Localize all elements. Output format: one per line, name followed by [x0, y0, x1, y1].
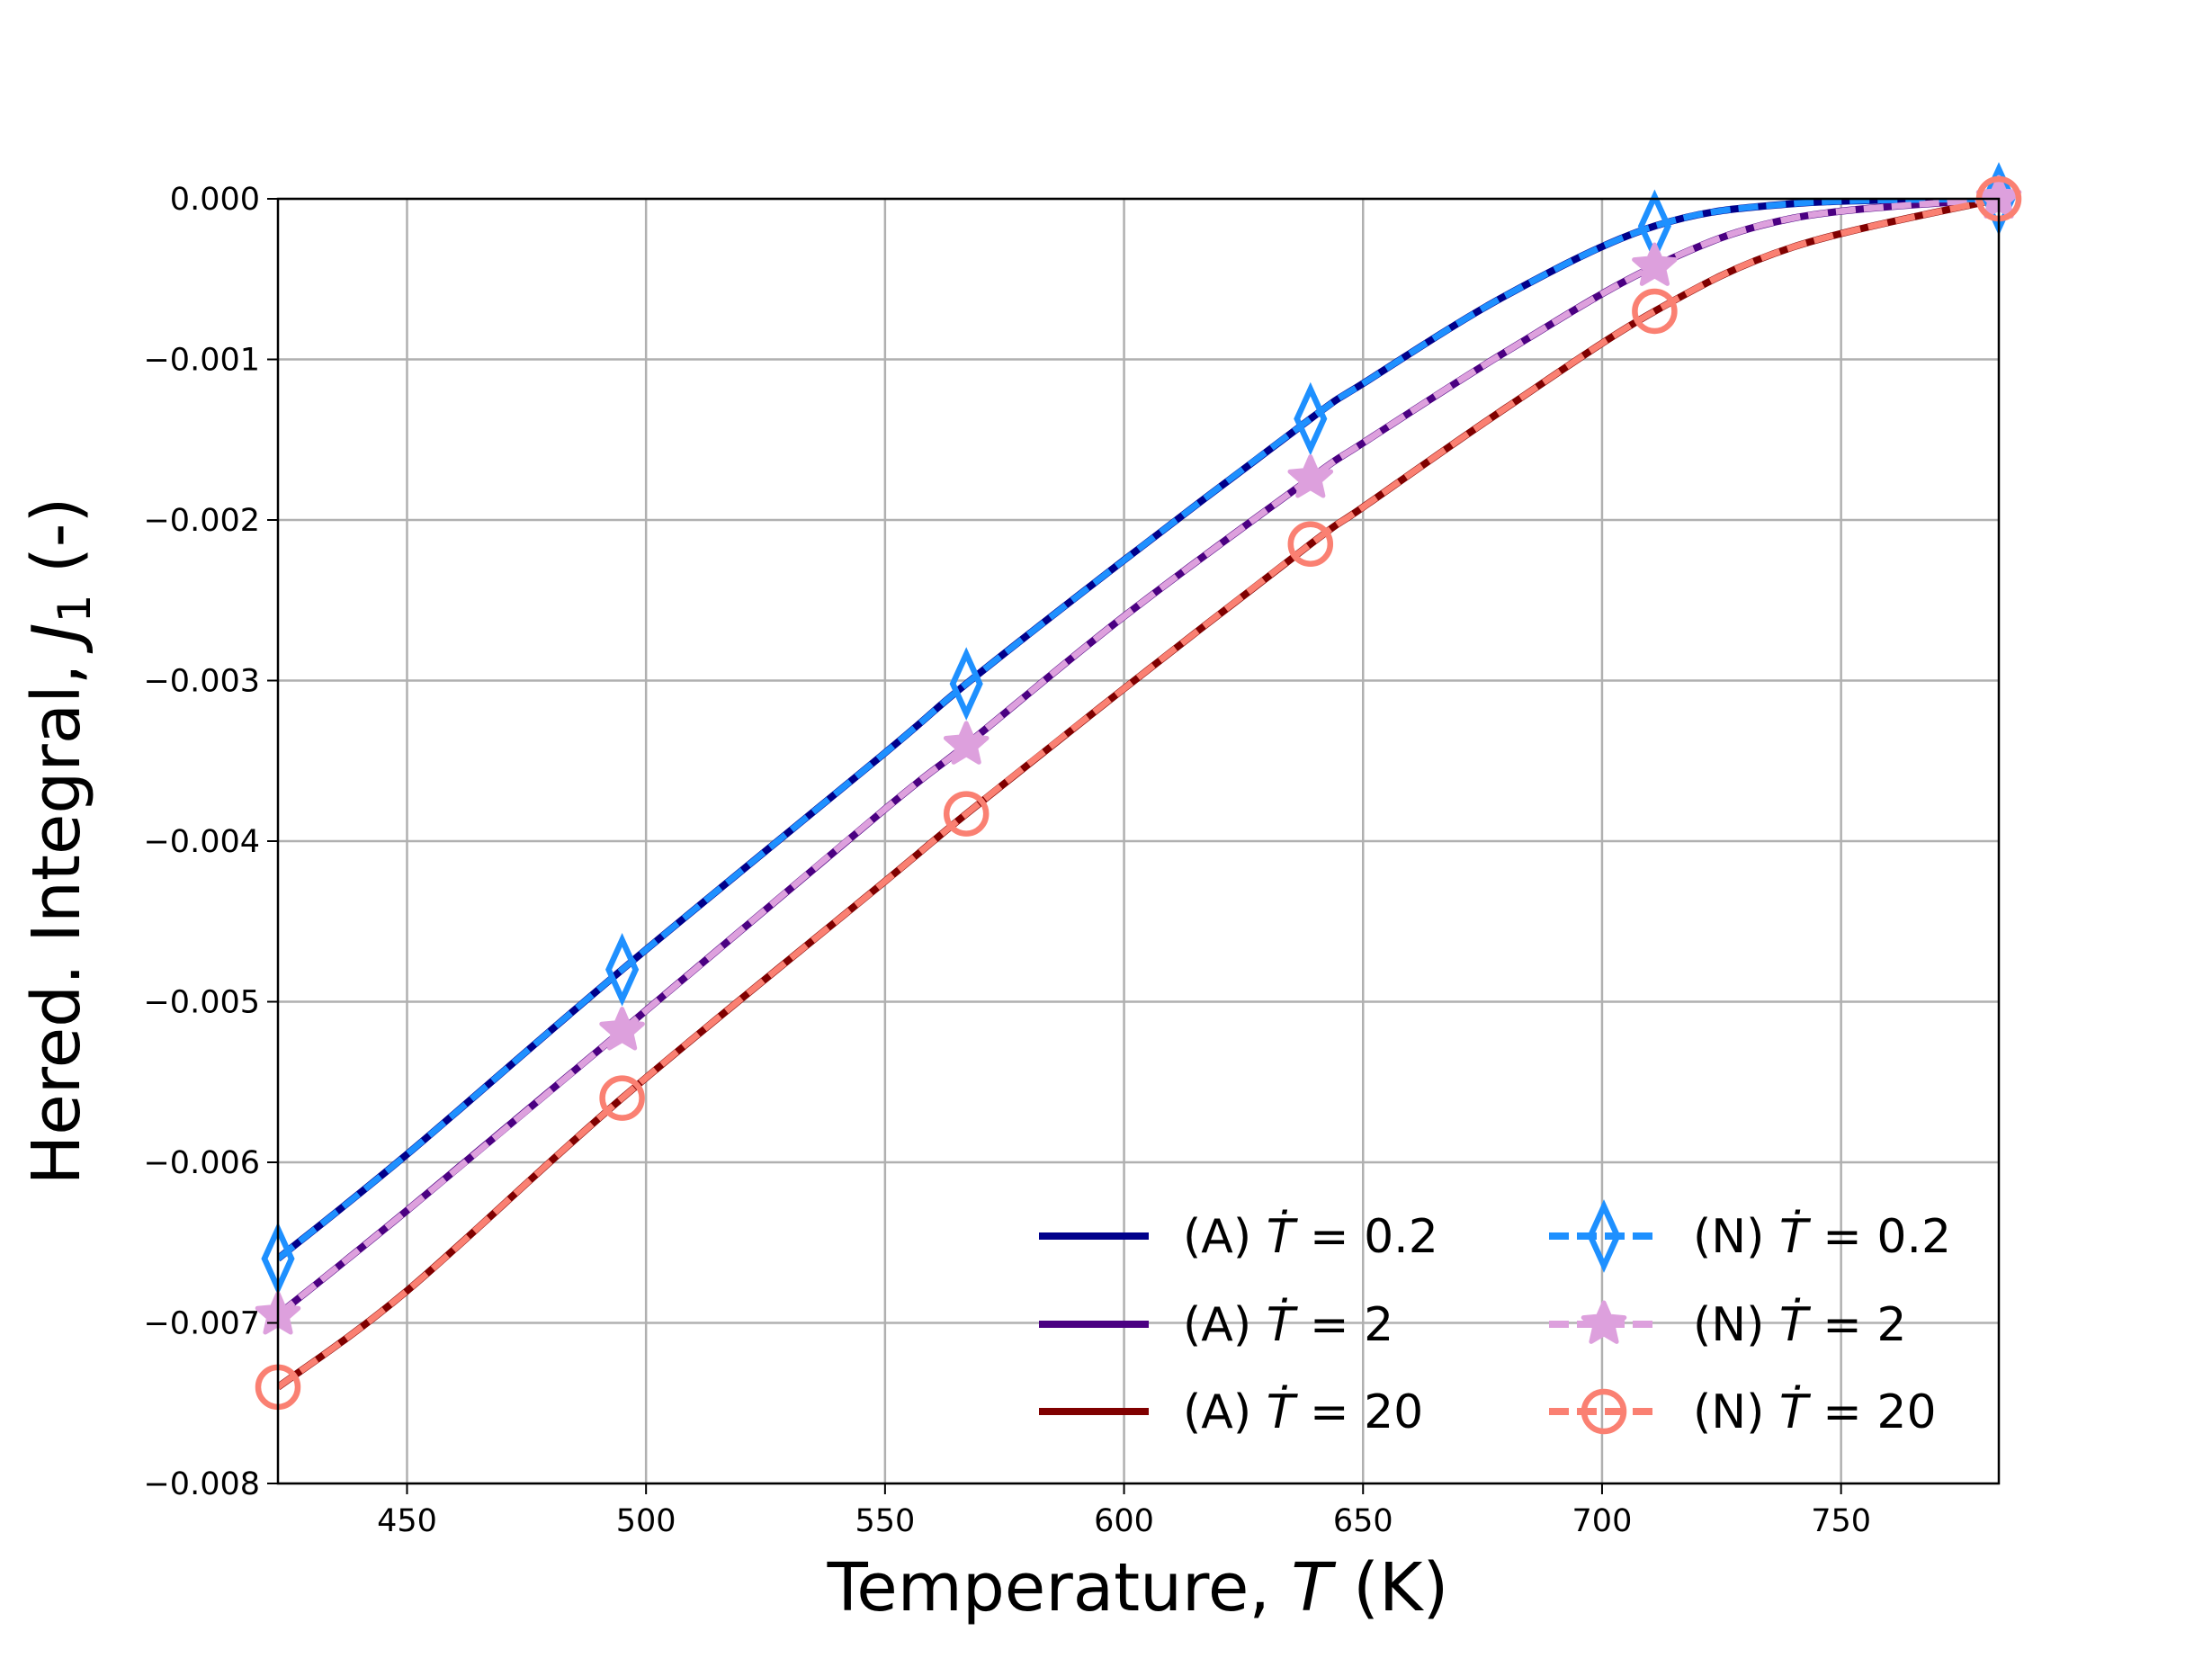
y-axis-title-suffix: (-)	[18, 497, 95, 595]
legend-label-variable: Ṫ	[1779, 1297, 1812, 1352]
x-tick-label: 750	[1811, 1503, 1871, 1539]
y-tick-label: −0.006	[143, 1145, 260, 1181]
x-tick-label: 650	[1333, 1503, 1393, 1539]
legend-marker-circle	[1581, 1388, 1627, 1435]
legend-label-variable: Ṫ	[1267, 1209, 1299, 1264]
legend-label: (N) Ṫ = 0.2	[1693, 1209, 1951, 1264]
legend-label-variable: Ṫ	[1779, 1209, 1812, 1264]
y-tick-label: 0.000	[170, 182, 260, 218]
legend-label: (N) Ṫ = 2	[1693, 1297, 1907, 1352]
data-point-star	[1287, 454, 1334, 498]
legend-label-prefix: (A)	[1183, 1298, 1267, 1352]
legend-label-rate: 2	[1876, 1298, 1906, 1352]
legend-label-prefix: (N)	[1693, 1210, 1779, 1264]
legend-label: (A) Ṫ = 2	[1183, 1297, 1393, 1352]
legend-label-prefix: (N)	[1693, 1385, 1779, 1439]
data-point-star	[1632, 242, 1678, 286]
legend-marker-diamond	[1587, 1199, 1621, 1273]
y-tick-label: −0.004	[143, 824, 260, 860]
legend-label-rate: 0.2	[1876, 1210, 1951, 1264]
x-tick-label: 550	[855, 1503, 915, 1539]
data-point-circle	[1287, 521, 1334, 568]
data-point-circle	[943, 791, 990, 837]
legend-label: (N) Ṫ = 20	[1693, 1385, 1937, 1439]
data-point-star	[599, 1007, 645, 1051]
legend-label: (A) Ṫ = 0.2	[1183, 1209, 1438, 1264]
legend-label-prefix: (A)	[1183, 1210, 1267, 1264]
data-point-diamond	[1294, 381, 1328, 456]
data-point-diamond	[605, 932, 640, 1007]
legend-label-prefix: (A)	[1183, 1385, 1267, 1439]
y-axis-title-sub: 1	[49, 595, 101, 623]
series-line-dashed	[278, 199, 1999, 1261]
x-tick-label: 600	[1094, 1503, 1154, 1539]
x-tick-label: 700	[1572, 1503, 1633, 1539]
legend: (A) Ṫ = 0.2(A) Ṫ = 2(A) Ṫ = 20(N) Ṫ = 0.…	[1039, 1199, 1951, 1439]
ticks: 450 500 550 600 650 700 750 0.000 −0.001 −0.002 −0…	[143, 182, 1871, 1539]
legend-marker-star	[1581, 1300, 1627, 1344]
x-axis-title-prefix: Temperature,	[827, 1549, 1292, 1627]
x-axis-title: Temperature, T (K)	[827, 1549, 1449, 1627]
x-tick-label: 450	[377, 1503, 437, 1539]
legend-label-rate: 0.2	[1364, 1210, 1438, 1264]
legend-label: (A) Ṫ = 20	[1183, 1385, 1423, 1439]
legend-label-rate: 2	[1364, 1298, 1393, 1352]
legend-label-equals: =	[1294, 1385, 1364, 1439]
legend-label-variable: Ṫ	[1267, 1385, 1299, 1439]
series-line-dashed	[278, 199, 1999, 1390]
legend-label-rate: 20	[1364, 1385, 1423, 1439]
y-tick-label: −0.002	[143, 503, 260, 539]
x-tick-label: 500	[616, 1503, 676, 1539]
data-point-circle	[1632, 288, 1678, 335]
y-tick-label: −0.005	[143, 985, 260, 1021]
y-tick-label: −0.008	[143, 1466, 260, 1502]
legend-label-prefix: (N)	[1693, 1298, 1779, 1352]
data-point-star	[943, 721, 990, 765]
legend-label-variable: Ṫ	[1779, 1385, 1812, 1439]
legend-label-equals: =	[1294, 1298, 1364, 1352]
legend-label-rate: 20	[1876, 1385, 1936, 1439]
legend-label-variable: Ṫ	[1267, 1297, 1299, 1352]
y-tick-label: −0.007	[143, 1306, 260, 1342]
legend-label-equals: =	[1808, 1298, 1877, 1352]
data-point-diamond	[949, 647, 983, 721]
x-axis-title-var: T	[1291, 1549, 1337, 1627]
data-point-circle	[599, 1075, 645, 1121]
x-axis-title-suffix: (K)	[1332, 1549, 1449, 1627]
y-tick-label: −0.001	[143, 343, 260, 379]
legend-label-equals: =	[1808, 1210, 1877, 1264]
legend-label-equals: =	[1294, 1210, 1364, 1264]
y-axis-title-prefix: Hered. Integral,	[18, 642, 95, 1185]
y-tick-label: −0.003	[143, 664, 260, 700]
legend-label-equals: =	[1808, 1385, 1877, 1439]
y-axis-title: Hered. Integral, J1 (-)	[18, 497, 101, 1186]
